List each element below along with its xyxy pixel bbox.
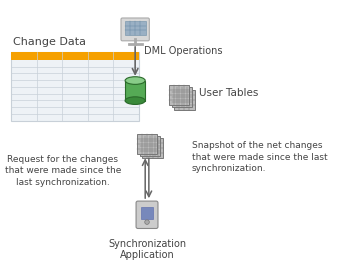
Bar [140,136,160,156]
Text: Snapshot of the net changes
that were made since the last
synchronization.: Snapshot of the net changes that were ma… [192,141,327,174]
Text: DML Operations: DML Operations [144,46,223,56]
Ellipse shape [125,97,145,104]
Circle shape [145,220,149,224]
Text: User Tables: User Tables [199,88,258,98]
Bar [11,52,139,60]
Bar [174,90,194,110]
FancyBboxPatch shape [121,18,149,41]
Bar [169,85,189,105]
Text: Change Data: Change Data [13,37,86,47]
Bar [143,138,163,158]
Bar [172,87,192,108]
Ellipse shape [125,77,145,84]
Bar [141,207,153,219]
Text: Request for the changes
that were made since the
last synchronization.: Request for the changes that were made s… [4,155,121,187]
Bar [137,134,157,154]
FancyBboxPatch shape [136,201,158,229]
Bar [11,52,139,121]
Bar [125,21,146,35]
Text: Synchronization
Application: Synchronization Application [108,238,186,260]
Bar [125,81,145,101]
